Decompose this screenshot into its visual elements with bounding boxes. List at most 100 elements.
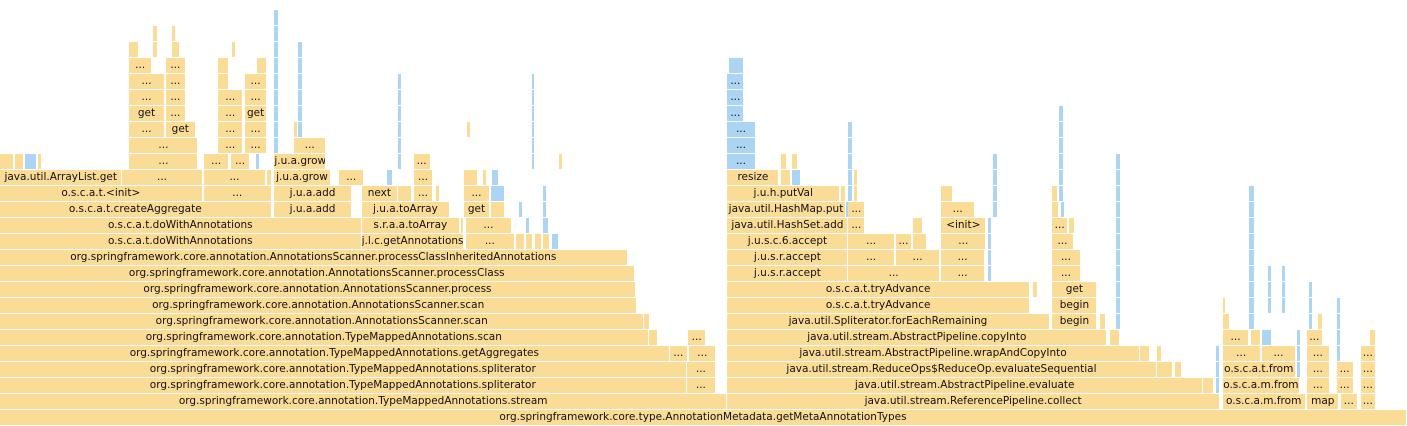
flame-frame[interactable]: ... [122, 170, 202, 185]
flame-frame[interactable] [1267, 298, 1271, 313]
flame-frame[interactable] [25, 154, 36, 169]
flame-frame[interactable] [1115, 298, 1121, 313]
flame-frame[interactable]: ... [129, 74, 164, 89]
flame-frame[interactable] [1250, 330, 1260, 345]
flame-frame[interactable]: ... [204, 154, 229, 169]
flame-frame[interactable]: ... [1307, 362, 1329, 377]
flame-frame[interactable]: ... [413, 170, 433, 185]
flame-frame[interactable]: ... [166, 58, 185, 73]
flame-frame[interactable] [1115, 202, 1121, 217]
flame-frame[interactable] [993, 154, 997, 169]
flame-frame[interactable] [531, 106, 534, 121]
flame-frame[interactable] [854, 186, 858, 201]
flame-frame[interactable] [1115, 186, 1121, 201]
flame-frame[interactable] [274, 42, 278, 57]
flame-frame[interactable]: o.s.c.a.t.from [1222, 362, 1295, 377]
flame-frame[interactable] [987, 234, 991, 249]
flame-frame[interactable]: j.u.s.r.accept [727, 266, 848, 281]
flame-frame[interactable]: ... [686, 362, 716, 377]
flame-frame[interactable]: ... [848, 234, 894, 249]
flame-frame[interactable] [461, 218, 464, 233]
flame-frame[interactable] [398, 90, 402, 105]
flame-frame[interactable]: java.util.HashSet.add [727, 218, 848, 233]
flame-frame[interactable] [1059, 138, 1063, 153]
flame-frame[interactable] [1059, 186, 1063, 201]
flame-frame[interactable] [1156, 346, 1162, 361]
flame-frame[interactable]: ... [896, 234, 911, 249]
flame-frame[interactable] [1249, 314, 1255, 329]
flame-frame[interactable] [543, 234, 550, 249]
flame-frame[interactable]: org.springframework.core.annotation.Anno… [0, 314, 644, 329]
flame-frame[interactable]: ... [129, 122, 164, 137]
flame-frame[interactable]: ... [688, 330, 706, 345]
flame-frame[interactable] [1336, 346, 1340, 361]
flame-frame[interactable] [298, 58, 302, 73]
flame-frame[interactable] [1215, 362, 1219, 377]
flame-frame[interactable] [848, 122, 852, 137]
flame-frame[interactable] [1297, 346, 1301, 361]
flame-frame[interactable] [543, 202, 547, 217]
flame-frame[interactable]: ... [1222, 346, 1260, 361]
flame-frame[interactable]: get [1052, 282, 1097, 297]
flame-frame[interactable] [792, 154, 797, 169]
flame-frame[interactable] [1249, 266, 1255, 281]
flame-frame[interactable] [467, 122, 471, 137]
flame-frame[interactable] [398, 122, 402, 137]
flame-frame[interactable] [1115, 282, 1121, 297]
flame-frame[interactable] [1318, 314, 1322, 329]
flame-frame[interactable]: org.springframework.core.annotation.Anno… [0, 250, 627, 265]
flame-frame[interactable] [558, 154, 562, 169]
flame-frame[interactable] [1308, 314, 1312, 329]
flame-frame[interactable]: o.s.c.a.t.<init> [0, 186, 202, 201]
flame-frame[interactable] [171, 26, 175, 41]
flame-frame[interactable] [913, 218, 922, 233]
flame-frame[interactable]: ... [1360, 378, 1376, 393]
flame-frame[interactable] [298, 74, 302, 89]
flame-frame[interactable] [531, 154, 534, 169]
flame-frame[interactable]: begin [1052, 314, 1097, 329]
flame-frame[interactable] [398, 186, 412, 201]
flame-frame[interactable] [848, 154, 852, 169]
flame-frame[interactable]: ... [1307, 378, 1329, 393]
flame-frame[interactable] [551, 234, 558, 249]
flame-frame[interactable] [1174, 362, 1181, 377]
flame-frame[interactable] [1059, 106, 1063, 121]
flame-frame[interactable]: ... [166, 74, 185, 89]
flame-frame[interactable] [274, 138, 278, 153]
flame-frame[interactable] [398, 154, 402, 169]
flame-frame[interactable] [274, 106, 278, 121]
flame-frame[interactable]: ... [218, 106, 243, 121]
flame-frame[interactable]: java.util.stream.AbstractPipeline.copyIn… [727, 330, 1107, 345]
flame-frame[interactable] [1336, 330, 1340, 345]
flame-frame[interactable] [1115, 218, 1121, 233]
flame-frame[interactable]: <init> [941, 218, 986, 233]
flame-frame[interactable] [1308, 282, 1312, 297]
flame-frame[interactable] [993, 186, 997, 201]
flame-frame[interactable]: ... [727, 106, 744, 121]
flame-frame[interactable] [993, 170, 997, 185]
flame-frame[interactable] [37, 154, 42, 169]
flame-frame[interactable]: j.l.c.getAnnotations [361, 234, 464, 249]
flame-frame[interactable] [1115, 170, 1121, 185]
flame-frame[interactable] [987, 250, 991, 265]
flame-frame[interactable] [780, 170, 790, 185]
flame-frame[interactable] [841, 186, 845, 201]
flame-frame[interactable]: org.springframework.core.annotation.Anno… [0, 282, 635, 297]
flame-frame[interactable] [1100, 314, 1105, 329]
flame-frame[interactable] [1297, 362, 1301, 377]
flame-frame[interactable]: o.s.c.a.m.from [1222, 394, 1305, 409]
flame-frame[interactable]: org.springframework.core.type.Annotation… [0, 410, 1406, 425]
flame-frame[interactable] [274, 74, 278, 89]
flame-frame[interactable]: ... [1360, 346, 1376, 361]
flame-frame[interactable]: ... [204, 186, 271, 201]
flame-frame[interactable]: o.s.c.a.t.doWithAnnotations [0, 234, 361, 249]
flame-frame[interactable]: ... [1336, 378, 1353, 393]
flame-frame[interactable]: ... [848, 250, 894, 265]
flame-frame[interactable]: s.r.a.a.toArray [361, 218, 460, 233]
flame-frame[interactable]: org.springframework.core.annotation.Type… [0, 346, 669, 361]
flame-frame[interactable]: ... [1222, 330, 1249, 345]
flame-frame[interactable]: ... [1336, 362, 1353, 377]
flame-frame[interactable]: j.u.s.r.accept [727, 250, 848, 265]
flame-frame[interactable] [1249, 186, 1255, 201]
flame-frame[interactable] [531, 74, 534, 89]
